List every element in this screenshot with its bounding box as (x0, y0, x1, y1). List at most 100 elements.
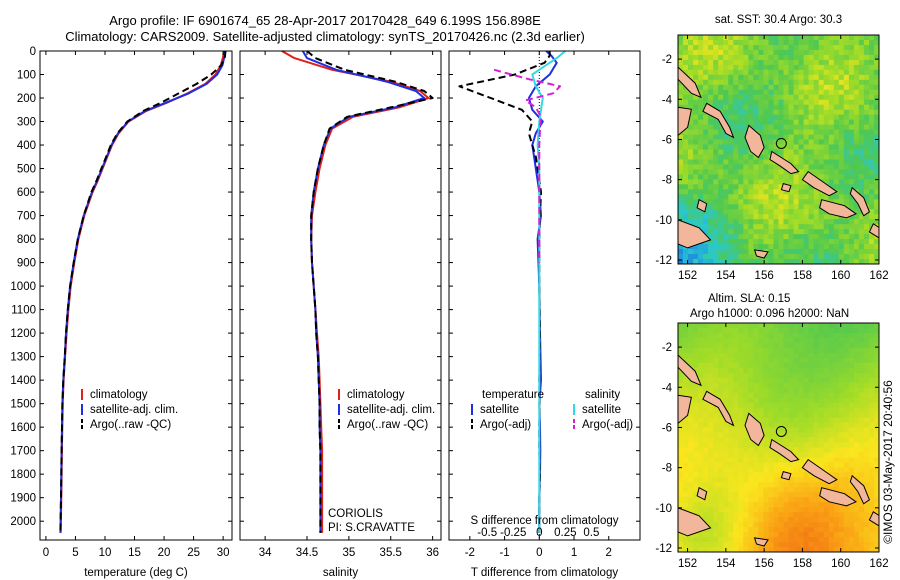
map-cell (748, 512, 754, 518)
map-cell (874, 482, 879, 488)
map-cell (828, 194, 835, 200)
map-cell (723, 502, 729, 508)
map-cell (843, 337, 850, 344)
map-cell (788, 184, 795, 190)
map-cell (793, 35, 800, 41)
map-cell (678, 422, 684, 429)
map-cell (863, 397, 870, 404)
map-cell (853, 69, 860, 76)
map-cell (743, 149, 749, 156)
map-cell (833, 239, 840, 245)
map-cell (773, 492, 780, 498)
map-cell (783, 422, 790, 429)
map-cell (693, 323, 699, 329)
map-cell (823, 432, 830, 439)
map-cell (858, 342, 865, 349)
map-cell (708, 532, 714, 538)
map-cell (723, 357, 729, 364)
map-cell (843, 159, 850, 166)
map-cell (848, 352, 855, 359)
map-cell (793, 507, 800, 513)
map-cell (813, 64, 820, 71)
map-cell (858, 457, 865, 463)
map-cell (708, 432, 714, 439)
map-cell (723, 507, 729, 513)
map-cell (798, 174, 805, 180)
map-cell (798, 64, 805, 71)
map-cell (838, 164, 845, 170)
map-cell (818, 417, 825, 424)
map-cell (723, 109, 729, 116)
map-cell (773, 477, 780, 483)
map-cell (703, 139, 709, 146)
map-cell (678, 159, 684, 166)
map-cell (798, 367, 805, 374)
map-cell (843, 402, 850, 409)
map-cell (708, 447, 714, 454)
map-cell (808, 74, 815, 81)
map-cell (813, 492, 820, 498)
map-cell (869, 547, 875, 552)
map-cell (874, 532, 879, 538)
map-cell (838, 447, 845, 454)
map-cell (753, 184, 759, 190)
difference-xtick-label-2: 0 (536, 547, 542, 559)
map-cell (688, 507, 694, 513)
map-cell (863, 84, 870, 91)
map-cell (718, 328, 724, 334)
map-cell (693, 367, 699, 374)
map-cell (803, 392, 810, 399)
map-cell (753, 174, 759, 180)
map-cell (848, 89, 855, 96)
map-cell (713, 244, 719, 250)
map-cell (838, 382, 845, 389)
map-cell (713, 517, 719, 523)
map-cell (798, 347, 805, 354)
map-cell (708, 328, 714, 334)
map-cell (828, 412, 835, 419)
ytick-label-20: 2000 (10, 516, 36, 528)
map-cell (763, 352, 769, 359)
map-cell (793, 323, 800, 329)
map-cell (803, 194, 810, 200)
map-cell (833, 104, 840, 111)
map-cell (713, 512, 719, 518)
map-cell (818, 442, 825, 449)
map-cell (793, 229, 800, 235)
map-cell (698, 45, 704, 51)
map-cell (763, 254, 769, 260)
map-cell (833, 109, 840, 116)
map-cell (698, 84, 704, 91)
map-cell (778, 337, 785, 344)
map-cell (848, 427, 855, 434)
map-cell (733, 209, 739, 215)
map-cell (858, 49, 865, 56)
map-cell (808, 79, 815, 86)
map-cell (783, 224, 790, 230)
map-cell (783, 362, 790, 369)
map-cell (848, 94, 855, 101)
map-cell (763, 214, 769, 220)
map-cell (869, 174, 875, 180)
map-cell (708, 472, 714, 478)
map-cell (693, 124, 699, 131)
map-cell (833, 367, 840, 374)
map-cell (693, 342, 699, 349)
map-cell (793, 194, 800, 200)
map-cell (848, 104, 855, 111)
map-cell (683, 323, 689, 329)
map-cell (863, 342, 870, 349)
map-cell (838, 407, 845, 414)
map-cell (838, 174, 845, 180)
map-cell (823, 442, 830, 449)
map-cell (763, 347, 769, 354)
map-cell (703, 224, 709, 230)
map-cell (843, 169, 850, 175)
map-cell (688, 462, 694, 468)
top-scale-label-1: -0.25 (500, 527, 526, 539)
map-cell (863, 482, 870, 488)
map-cell (688, 134, 694, 141)
map-cell (813, 134, 820, 141)
map-cell (713, 209, 719, 215)
map-cell (863, 328, 870, 334)
